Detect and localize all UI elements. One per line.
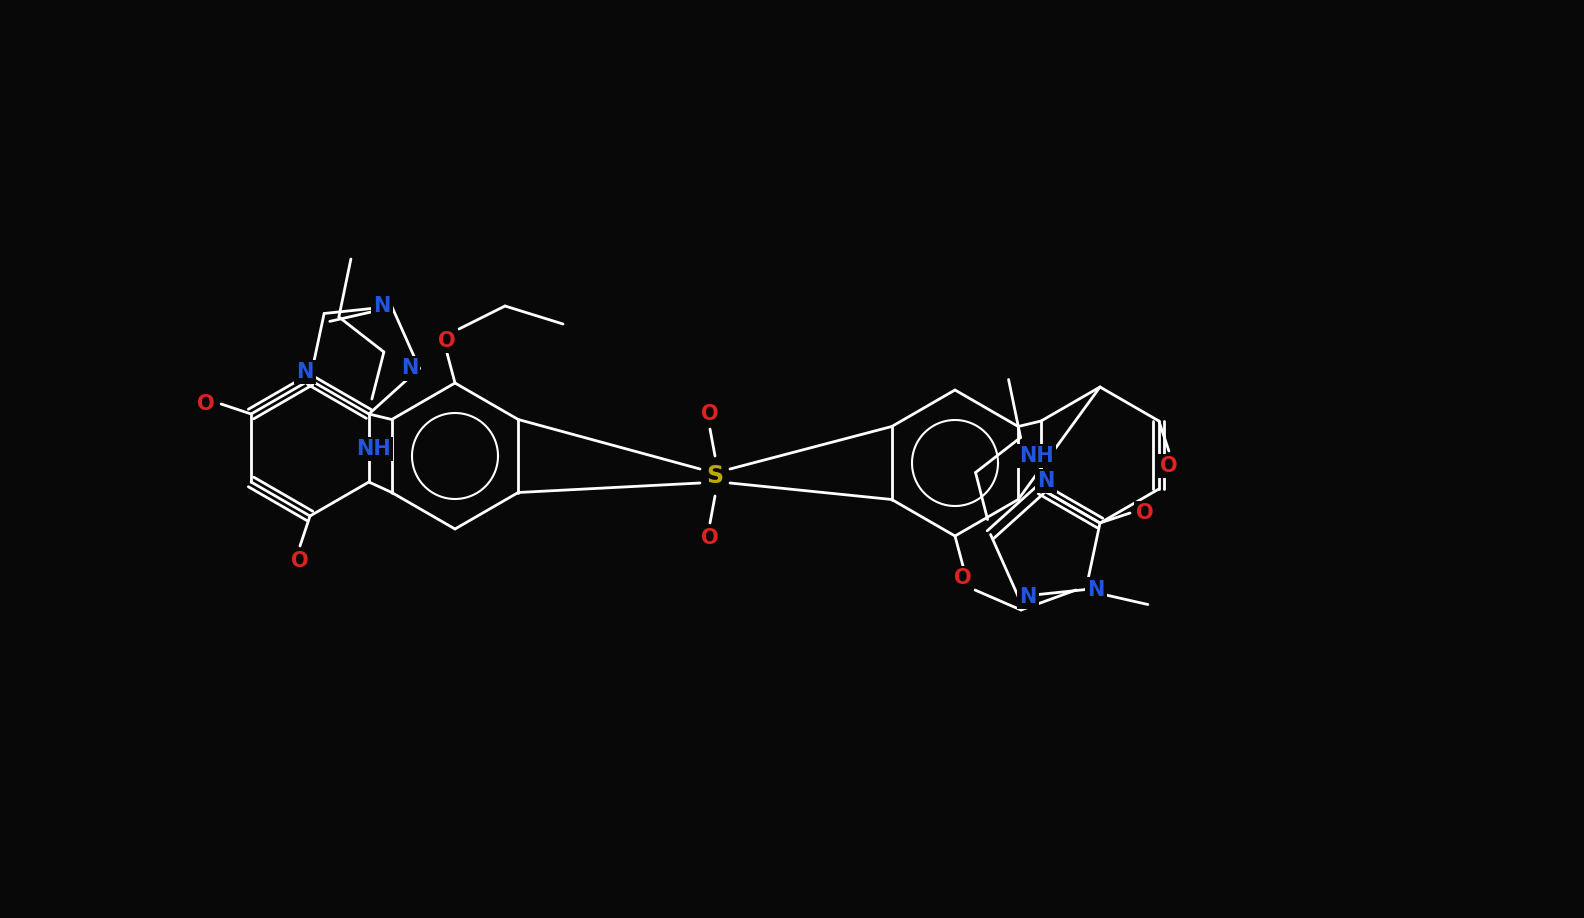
Text: O: O — [439, 331, 456, 351]
Text: O: O — [702, 404, 719, 424]
Text: O: O — [954, 568, 973, 588]
Text: S: S — [706, 464, 724, 488]
Text: N: N — [374, 297, 390, 317]
Text: O: O — [198, 394, 215, 414]
Text: NH: NH — [1019, 446, 1053, 466]
Text: N: N — [1038, 471, 1055, 491]
Text: N: N — [1020, 587, 1038, 607]
Text: N: N — [1087, 579, 1104, 599]
Text: O: O — [1159, 456, 1177, 476]
Text: N: N — [401, 359, 418, 378]
Text: N: N — [296, 362, 314, 382]
Text: NH: NH — [356, 439, 391, 459]
Text: O: O — [291, 551, 309, 571]
Text: O: O — [702, 528, 719, 548]
Text: O: O — [1136, 503, 1153, 523]
